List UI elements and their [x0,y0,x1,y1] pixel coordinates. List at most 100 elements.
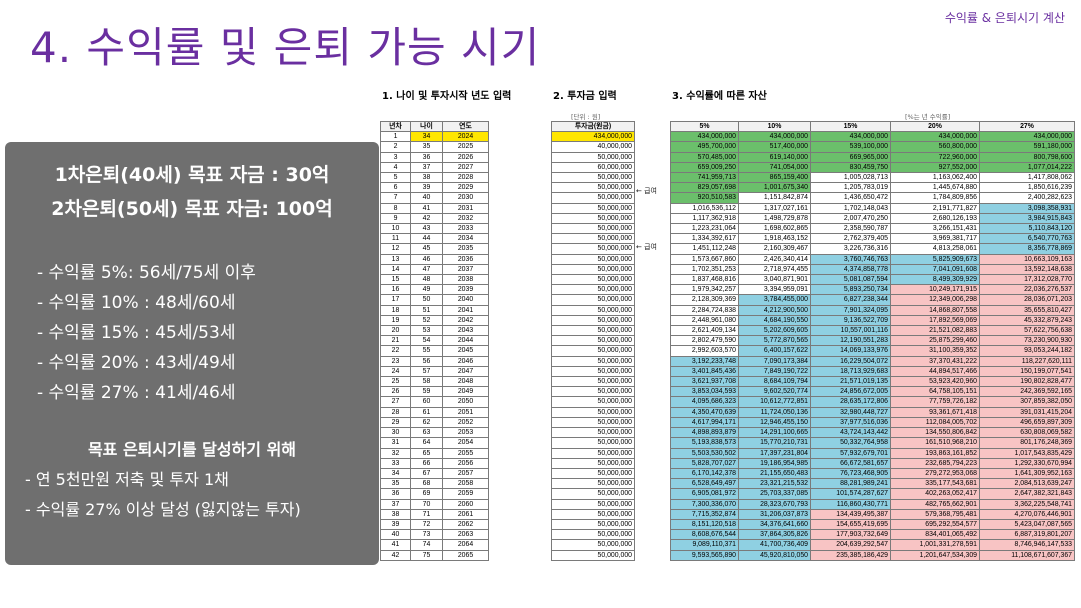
table-cell: 17,892,569,069 [890,314,980,327]
table-cell: 1,001,675,340 [738,182,811,194]
table-cell: 1 [380,131,411,143]
table-cell: 88,281,989,241 [810,478,891,490]
table-cell: 2,621,409,134 [670,325,739,337]
table-cell: 3,784,455,000 [738,294,811,306]
table-cell: 23,321,215,532 [738,478,811,490]
table-row: 50,000,000 [551,192,635,204]
table-row: 50,000,000 [551,253,635,265]
table-cell: 1,641,309,952,163 [979,467,1075,480]
table-cell: 2047 [442,365,489,378]
table-row: 6,170,142,378 21,155,650,483 76,723,468,90… [670,467,1075,480]
table-cell: 4,617,994,171 [670,416,739,429]
table-cell: 5,110,843,120 [979,223,1075,235]
table-cell: 1,205,783,019 [810,182,891,194]
table-cell: 28 [380,406,411,418]
table-cell: 10 [380,223,411,235]
table-cell: 17,397,231,804 [738,447,811,459]
table-cell: 44 [410,233,443,245]
rate-line: - 수익률 10% : 48세/60세 [37,293,236,313]
table-row: 50,000,000 [551,223,635,235]
table-row: 10 43 2033 [380,223,489,235]
table-cell: 61 [410,406,443,418]
table-cell: 3,969,381,717 [890,233,980,245]
table-cell: 50,000,000 [551,345,635,357]
table-row: 50,000,000 [551,416,635,429]
table-cell: 2058 [442,478,489,490]
table-cell: 25,875,299,460 [890,335,980,347]
table-cell: 2,802,479,590 [670,335,739,347]
table-cell: 45,332,879,243 [979,314,1075,327]
table-row: 21 54 2044 [380,335,489,347]
age-year-table: 년차 나이 연도 1 34 2024 2 35 2025 3 36 2026 4 37 2027 5 38… [380,120,489,561]
table-cell: 64,758,105,151 [890,386,980,398]
table-row: 50,000,000 [551,304,635,316]
table-cell: 34 [380,467,411,480]
table-cell: 1,223,231,064 [670,223,739,235]
table-row: 30 63 2053 [380,427,489,439]
table-cell: 2044 [442,335,489,347]
table-row: 3,853,034,593 9,602,520,774 24,856,672,005… [670,386,1075,398]
table-cell: 40 [410,192,443,204]
table-row: 50,000,000 [551,386,635,398]
table-cell: 57 [410,365,443,378]
table-cell: 50,000,000 [551,488,635,500]
table-cell: 6,540,770,763 [979,233,1075,245]
table-cell: 66 [410,457,443,469]
table-row: 16 49 2039 [380,284,489,296]
table-row: 1,573,667,860 2,426,340,414 3,760,746,763 5… [670,253,1075,265]
table-cell: 6 [380,182,411,194]
table-row: 1,117,362,918 1,498,729,878 2,007,470,250 2… [670,212,1075,225]
table-cell: 2,448,961,080 [670,314,739,327]
table-cell: 1,151,842,874 [738,192,811,204]
summary-box: 1차은퇴(40세) 목표 자금 : 30억 2차은퇴(50세) 목표 자금: 1… [5,142,379,565]
table-row: 50,000,000 [551,263,635,276]
table-cell: 2029 [442,182,489,194]
goal-1: 1차은퇴(40세) 목표 자금 : 30억 [54,164,330,186]
table-cell: 2,128,309,369 [670,294,739,306]
table-cell: 50,000,000 [551,549,635,561]
table-cell: 64 [410,437,443,449]
table-cell: 482,765,662,901 [890,498,980,510]
table-cell: 1,918,463,152 [738,233,811,245]
table-cell: 669,965,000 [810,151,891,163]
table-cell: 801,176,248,369 [979,437,1075,449]
table-cell: 1,702,351,253 [670,263,739,276]
table-row: 50,000,000 [551,427,635,439]
table-cell: 93,053,244,182 [979,345,1075,357]
rate-line: - 수익률 20% : 43세/49세 [37,353,236,373]
table-row: 28 61 2051 [380,406,489,418]
table-cell: 50,000,000 [551,294,635,306]
table-row: 50,000,000 [551,478,635,490]
table-cell: 235,385,186,429 [810,549,891,561]
table-cell: 1,017,543,835,429 [979,447,1075,459]
table-cell: 539,100,000 [810,141,891,153]
table-row: 1,451,112,248 2,160,309,467 3,226,736,316 4… [670,243,1075,255]
table-row: 50,000,000 [551,376,635,388]
table-cell: 11,108,671,607,367 [979,549,1075,561]
table-cell: 50,000,000 [551,335,635,347]
table-cell: 14,868,807,558 [890,304,980,316]
table-cell: 31,100,359,352 [890,345,980,357]
table-cell: 3,098,358,931 [979,202,1075,214]
table-cell: 5,825,909,673 [890,253,980,265]
table-row: 50,000,000 [551,182,635,194]
table-row: 11 44 2034 [380,233,489,245]
table-cell: 50,000,000 [551,386,635,398]
table-cell: 16,229,504,072 [810,355,891,367]
table-cell: 25,703,337,085 [738,488,811,500]
table-cell: 50,000,000 [551,172,635,184]
table-cell: 37 [380,498,411,510]
table-cell: 2054 [442,437,489,449]
table-cell: 741,959,713 [670,172,739,184]
table-cell: 22 [380,345,411,357]
table-row: 2,128,309,369 3,784,455,000 6,827,238,344 1… [670,294,1075,306]
table-row: 3,621,937,708 8,684,109,794 21,571,019,135… [670,376,1075,388]
table-cell: 22,036,276,537 [979,284,1075,296]
table-cell: 1,698,602,865 [738,223,811,235]
table-cell: 40 [380,529,411,541]
table-cell: 2055 [442,447,489,459]
table-cell: 6,905,081,972 [670,488,739,500]
rate-line: - 수익률 27% : 41세/46세 [37,383,236,403]
table-row: 2,802,479,590 5,772,870,565 12,190,551,283… [670,335,1075,347]
table-cell: 695,292,554,577 [890,518,980,531]
